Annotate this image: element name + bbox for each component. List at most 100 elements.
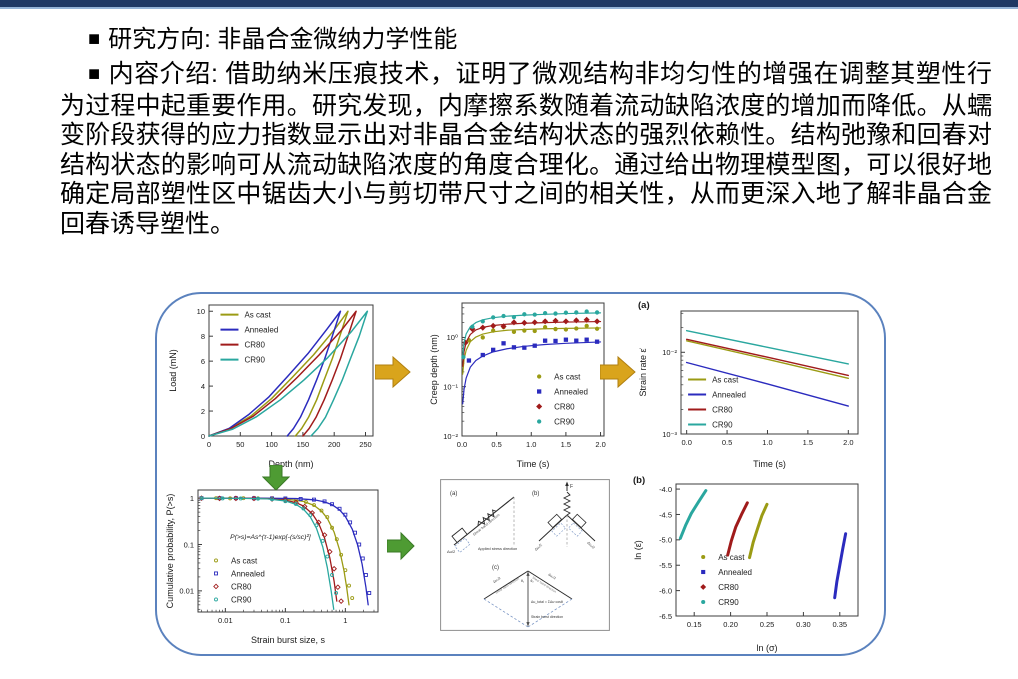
schematic-b-right-block	[571, 513, 587, 529]
svg-text:As cast: As cast	[554, 373, 581, 382]
svg-text:CR80: CR80	[718, 583, 739, 592]
schematic-c-du-total-label: Δu_total = ΣΔu·cosθ	[531, 600, 563, 604]
svg-text:2: 2	[201, 407, 205, 416]
svg-text:1: 1	[190, 494, 194, 503]
svg-text:Annealed: Annealed	[554, 388, 588, 397]
svg-text:Load (mN): Load (mN)	[168, 349, 178, 392]
svg-text:1.0: 1.0	[526, 440, 536, 449]
schematic-b-left-shear-line	[538, 514, 568, 542]
schematic-c-du1-label: Δu₁/2	[492, 576, 501, 584]
svg-text:1.5: 1.5	[803, 438, 813, 447]
gold-right-arrow-icon	[375, 355, 411, 389]
svg-text:Strain rate ε̇: Strain rate ε̇	[638, 347, 648, 396]
schematic-c-theta2-label: θ₂	[531, 579, 535, 583]
schematic-c-burst-direction-label: Strain burst direction	[531, 615, 563, 619]
schematic-c-theta1-label: θ₁	[521, 579, 525, 583]
schematic-label-b: (b)	[532, 491, 539, 497]
schematic-b-right-ghost-block	[568, 522, 583, 537]
svg-text:ln (σ): ln (σ)	[756, 643, 777, 653]
svg-text:1.5: 1.5	[561, 440, 571, 449]
svg-text:Depth (nm): Depth (nm)	[268, 459, 313, 469]
svg-text:0.25: 0.25	[760, 620, 775, 629]
svg-text:2.0: 2.0	[843, 438, 853, 447]
schematic-a-du-label: Δu/2	[447, 549, 456, 554]
svg-text:8: 8	[201, 332, 205, 341]
schematic-a-applied-stress-label: Applied stress direction	[478, 547, 517, 551]
svg-text:0.0: 0.0	[681, 438, 691, 447]
schematic-c-axis-arrow-top	[526, 571, 530, 576]
schematic-b-left-ghost-block	[551, 522, 566, 537]
chart-load-depth: 0 50 100 150 200 250 0 2 4 6 8 10 Depth (nm) Load (mN…	[168, 304, 374, 469]
svg-text:10⁻²: 10⁻²	[443, 432, 458, 441]
flow-arrow-right-gold-2	[600, 355, 636, 389]
svg-text:CR80: CR80	[712, 406, 733, 415]
chart-strain-rate: 0.0 0.5 1.0 1.5 2.0 10⁻³ 10⁻² Time (s) Strain ra…	[638, 300, 859, 469]
slide-top-bar	[0, 0, 1018, 7]
gold-right-arrow-icon	[600, 355, 636, 389]
svg-text:-5.0: -5.0	[659, 536, 672, 545]
svg-text:0.5: 0.5	[722, 438, 732, 447]
svg-text:As cast: As cast	[244, 311, 271, 320]
svg-text:Cumulative probability, P(>s): Cumulative probability, P(>s)	[165, 494, 175, 609]
svg-text:10⁻¹: 10⁻¹	[443, 383, 458, 392]
svg-text:0.5: 0.5	[491, 440, 501, 449]
flow-arrow-down-green	[262, 465, 290, 491]
svg-text:-5.5: -5.5	[659, 561, 672, 570]
svg-text:CR90: CR90	[712, 421, 733, 430]
svg-text:10⁻³: 10⁻³	[662, 430, 677, 439]
svg-text:As cast: As cast	[718, 553, 745, 562]
svg-text:10: 10	[197, 307, 205, 316]
schematic-border	[440, 479, 610, 631]
chart-burst-probability: 0.01 0.1 1 0.01 0.1 1 Strain burst size, s Cumu…	[165, 489, 379, 645]
schematic-c-du2-label: Δu₂/2	[547, 572, 556, 580]
svg-text:Annealed: Annealed	[718, 568, 752, 577]
svg-text:-4.0: -4.0	[659, 485, 672, 494]
research-direction-heading: ■ 研究方向: 非晶合金微纳力学性能	[88, 26, 457, 55]
svg-text:(a): (a)	[638, 300, 650, 311]
schematic-label-a: (a)	[450, 491, 457, 497]
svg-text:100: 100	[265, 440, 278, 449]
svg-text:1.0: 1.0	[762, 438, 772, 447]
svg-text:CR90: CR90	[718, 598, 739, 607]
svg-text:Annealed: Annealed	[231, 569, 265, 578]
svg-text:0.30: 0.30	[796, 620, 811, 629]
svg-text:0.01: 0.01	[218, 616, 233, 625]
svg-text:250: 250	[359, 440, 372, 449]
heading-bullet-icon: ■	[88, 28, 101, 50]
slide-top-bar-accent	[0, 7, 1018, 9]
svg-text:CR80: CR80	[244, 341, 265, 350]
figure-panel: 0 50 100 150 200 250 0 2 4 6 8 10 Depth (nm) Load (mN…	[155, 292, 886, 656]
paragraph-text: 内容介绍: 借助纳米压痕技术，证明了微观结构非均匀性的增强在调整其塑性行为过程中…	[60, 60, 992, 238]
svg-text:10⁰: 10⁰	[447, 333, 458, 342]
svg-text:CR90: CR90	[244, 356, 265, 365]
svg-text:4: 4	[201, 382, 205, 391]
svg-text:1: 1	[343, 616, 347, 625]
chart-creep-depth: 0.0 0.5 1.0 1.5 2.0 10⁻² 10⁻¹ 10⁰ Time (s) Creep …	[429, 302, 606, 469]
svg-text:10⁻²: 10⁻²	[662, 348, 677, 357]
svg-text:6: 6	[201, 357, 205, 366]
svg-text:-6.5: -6.5	[659, 612, 672, 621]
svg-text:0.15: 0.15	[687, 620, 702, 629]
schematic-b-force-arrowhead	[565, 481, 569, 486]
svg-text:0: 0	[207, 440, 211, 449]
schematic-c-left-edge	[483, 570, 529, 600]
paragraph-bullet-icon: ■	[88, 63, 101, 85]
svg-text:Annealed: Annealed	[712, 391, 746, 400]
svg-text:(b): (b)	[633, 475, 645, 486]
schematic-label-c: (c)	[492, 565, 499, 571]
heading-text: 研究方向: 非晶合金微纳力学性能	[108, 26, 458, 53]
svg-text:ln (ε̇): ln (ε̇)	[633, 540, 643, 560]
svg-text:Annealed: Annealed	[244, 326, 278, 335]
chart-ln-rate-stress: 0.15 0.20 0.25 0.30 0.35 -6.5 -6.0 -5.5 -5.0 -4.5…	[633, 475, 859, 653]
svg-text:-4.5: -4.5	[659, 510, 672, 519]
schematic-c-right-edge	[527, 570, 573, 600]
green-down-arrow-icon	[262, 465, 290, 491]
schematic-b-du2-label: Δu₂/2	[586, 541, 595, 550]
flow-arrow-right-gold-1	[375, 355, 411, 389]
svg-text:Time (s): Time (s)	[517, 459, 550, 469]
svg-text:0.1: 0.1	[280, 616, 290, 625]
svg-text:150: 150	[297, 440, 310, 449]
svg-text:0.01: 0.01	[179, 587, 194, 596]
schematic-shear-band-model: (a) Shear band direction Applied stress …	[440, 479, 610, 631]
